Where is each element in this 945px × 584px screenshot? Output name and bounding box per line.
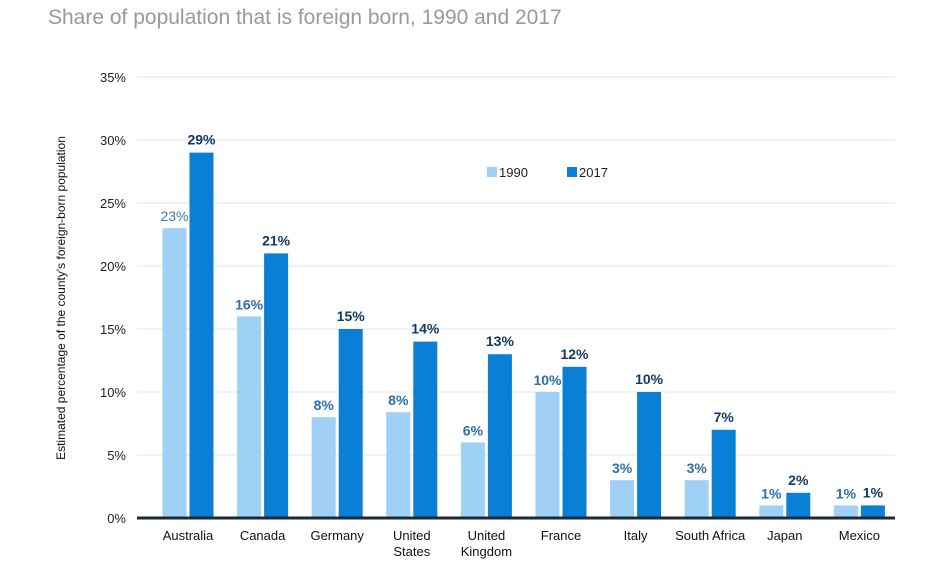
category-label: States — [393, 544, 430, 559]
data-label-2017: 21% — [262, 232, 291, 248]
bar-1990 — [460, 442, 485, 518]
bar-1990 — [610, 480, 635, 518]
category-label: Italy — [624, 528, 648, 543]
bar-2017 — [487, 354, 512, 518]
category-label: Australia — [163, 528, 214, 543]
category-label: France — [541, 528, 581, 543]
y-tick-label: 10% — [100, 385, 126, 400]
category-label: United — [393, 528, 431, 543]
legend-swatch — [567, 167, 577, 177]
bar-2017 — [786, 492, 811, 518]
bar-1990 — [386, 412, 411, 518]
bar-2017 — [189, 152, 214, 518]
data-label-1990: 16% — [235, 296, 264, 312]
bar-2017 — [860, 505, 885, 518]
bar-2017 — [562, 366, 587, 518]
bar-1990 — [833, 505, 858, 518]
data-label-1990: 3% — [687, 460, 708, 476]
data-label-1990: 3% — [612, 460, 633, 476]
data-label-2017: 1% — [863, 484, 884, 500]
bar-1990 — [237, 316, 262, 518]
data-label-2017: 13% — [486, 333, 515, 349]
legend-swatch — [487, 167, 497, 177]
data-label-1990: 1% — [761, 485, 782, 501]
category-label: Germany — [310, 528, 364, 543]
data-label-1990: 6% — [463, 422, 484, 438]
bar-1990 — [759, 505, 784, 518]
chart-title: Share of population that is foreign born… — [48, 6, 562, 29]
category-label: Kingdom — [461, 544, 512, 559]
bar-2017 — [338, 329, 363, 518]
category-label: Canada — [240, 528, 286, 543]
category-label: Mexico — [839, 528, 880, 543]
bar-2017 — [637, 392, 662, 518]
data-label-2017: 15% — [337, 308, 366, 324]
legend-label: 2017 — [579, 165, 608, 180]
bar-2017 — [711, 429, 736, 518]
data-label-2017: 12% — [560, 346, 589, 362]
data-label-1990: 1% — [836, 485, 857, 501]
y-tick-label: 35% — [100, 70, 126, 85]
y-tick-label: 20% — [100, 259, 126, 274]
bar-2017 — [413, 341, 438, 518]
data-label-2017: 10% — [635, 371, 664, 387]
bar-1990 — [684, 480, 709, 518]
legend-label: 1990 — [499, 165, 528, 180]
bar-2017 — [264, 253, 289, 518]
y-tick-label: 5% — [107, 448, 126, 463]
category-label: South Africa — [675, 528, 746, 543]
category-label: Japan — [767, 528, 802, 543]
y-tick-label: 15% — [100, 322, 126, 337]
bar-1990 — [162, 228, 187, 518]
data-label-1990: 10% — [533, 372, 562, 388]
data-label-2017: 2% — [788, 472, 809, 488]
y-tick-label: 0% — [107, 511, 126, 526]
bar-1990 — [311, 417, 336, 518]
data-label-1990: 8% — [388, 392, 409, 408]
data-label-2017: 29% — [187, 132, 216, 148]
y-tick-label: 25% — [100, 196, 126, 211]
data-label-1990: 23% — [160, 208, 188, 224]
y-axis-label: Estimated percentage of the county's for… — [54, 136, 68, 460]
data-label-2017: 7% — [714, 409, 735, 425]
data-label-1990: 8% — [314, 397, 335, 413]
y-tick-label: 30% — [100, 133, 126, 148]
category-label: United — [468, 528, 506, 543]
bar-1990 — [535, 392, 560, 518]
data-label-2017: 14% — [411, 321, 440, 337]
